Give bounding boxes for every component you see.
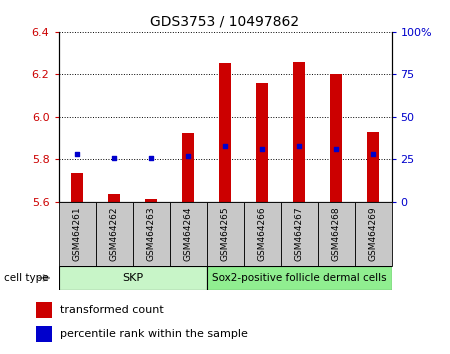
Bar bbox=[144, 199, 158, 202]
Text: Sox2-positive follicle dermal cells: Sox2-positive follicle dermal cells bbox=[212, 273, 386, 283]
Bar bbox=[355, 202, 392, 266]
Bar bbox=[58, 266, 207, 290]
Bar bbox=[170, 202, 207, 266]
Bar bbox=[36, 326, 52, 342]
Bar bbox=[108, 194, 121, 202]
Point bbox=[110, 155, 117, 160]
Bar bbox=[132, 202, 170, 266]
Text: GSM464263: GSM464263 bbox=[147, 206, 156, 261]
Point bbox=[148, 155, 155, 160]
Point bbox=[369, 152, 377, 157]
Bar bbox=[207, 266, 392, 290]
Point bbox=[333, 146, 340, 152]
Bar bbox=[71, 173, 84, 202]
Text: GSM464265: GSM464265 bbox=[220, 206, 230, 261]
Bar bbox=[58, 202, 95, 266]
Bar bbox=[329, 74, 342, 202]
Text: SKP: SKP bbox=[122, 273, 143, 283]
Text: GSM464269: GSM464269 bbox=[369, 206, 378, 261]
Text: GSM464268: GSM464268 bbox=[332, 206, 341, 261]
Bar bbox=[243, 202, 280, 266]
Bar bbox=[95, 202, 132, 266]
Text: GSM464261: GSM464261 bbox=[72, 206, 81, 261]
Bar bbox=[280, 202, 318, 266]
Bar bbox=[181, 133, 194, 202]
Text: percentile rank within the sample: percentile rank within the sample bbox=[60, 329, 248, 339]
Point bbox=[295, 143, 302, 149]
Point bbox=[221, 143, 229, 149]
Text: GSM464264: GSM464264 bbox=[184, 206, 193, 261]
Text: GSM464262: GSM464262 bbox=[109, 206, 118, 261]
Bar bbox=[292, 62, 306, 202]
Bar bbox=[219, 63, 231, 202]
Bar bbox=[367, 132, 379, 202]
Bar bbox=[256, 83, 269, 202]
Text: GSM464267: GSM464267 bbox=[294, 206, 303, 261]
Bar bbox=[207, 202, 243, 266]
Text: transformed count: transformed count bbox=[60, 305, 164, 315]
Text: GDS3753 / 10497862: GDS3753 / 10497862 bbox=[150, 14, 300, 28]
Point bbox=[184, 153, 192, 159]
Bar bbox=[318, 202, 355, 266]
Text: cell type: cell type bbox=[4, 273, 49, 283]
Point bbox=[73, 152, 81, 157]
Point bbox=[258, 146, 265, 152]
Bar bbox=[36, 302, 52, 318]
Text: GSM464266: GSM464266 bbox=[257, 206, 266, 261]
